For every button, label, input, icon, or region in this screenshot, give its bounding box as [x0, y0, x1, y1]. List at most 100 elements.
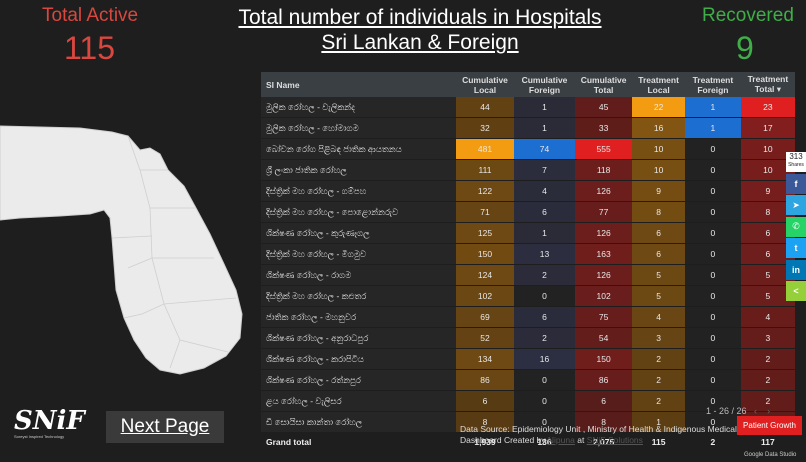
- value-cell: 71: [456, 201, 515, 223]
- recovered-value: 9: [736, 30, 754, 66]
- facebook-icon[interactable]: f: [786, 173, 806, 194]
- value-cell: 0: [685, 348, 741, 370]
- linkedin-icon[interactable]: in: [786, 259, 806, 280]
- value-cell: 6: [632, 222, 685, 244]
- value-cell: 0: [685, 369, 741, 391]
- value-cell: 5: [740, 285, 795, 307]
- snif-logo: SNiF Soreyst Inspired Technology: [14, 408, 85, 439]
- grand-total-value: 2,075: [575, 432, 633, 452]
- value-cell: 8: [575, 411, 633, 433]
- hospital-name-cell: දිස්ත්‍රික් මහ රෝහල - ගම්පහ: [261, 180, 456, 202]
- prev-page-icon[interactable]: ‹: [754, 406, 758, 416]
- value-cell: 2: [632, 390, 685, 412]
- value-cell: 9: [632, 180, 685, 202]
- hospital-name-cell: ළය රෝහල - වැලිසර: [261, 390, 456, 412]
- share-count-label: Shares: [788, 162, 804, 168]
- value-cell: 33: [575, 117, 633, 139]
- hospital-name-cell: ශික්ෂණ රෝහල - කුරුණෑගල: [261, 222, 456, 244]
- table-row: දිස්ත්‍රික් මහ රෝහල - මීගමුව 150 13 163 6 0 6: [261, 243, 795, 265]
- hospital-name-cell: දිස්ත්‍රික් මහ රෝහල - මීගමුව: [261, 243, 456, 265]
- value-cell: 0: [514, 390, 576, 412]
- patient-growth-button[interactable]: Patient Growth: [737, 416, 802, 435]
- value-cell: 0: [514, 411, 576, 433]
- hospital-name-cell: ශික්ෂණ රෝහල - කරාපිටිය: [261, 348, 456, 370]
- next-page-icon[interactable]: ›: [767, 406, 771, 416]
- value-cell: 10: [632, 159, 685, 181]
- value-cell: 86: [456, 369, 515, 391]
- value-cell: 150: [575, 348, 633, 370]
- telegram-icon[interactable]: ➤: [786, 195, 806, 215]
- table-row: දිස්ත්‍රික් මහ රෝහල - ගම්පහ 122 4 126 9 0 9: [261, 180, 795, 202]
- value-cell: 2: [632, 369, 685, 391]
- value-cell: 0: [514, 369, 576, 391]
- total-active-value: 115: [64, 30, 116, 66]
- grand-total-row: Grand total 1,939 136 2,075 115 2 117: [261, 432, 795, 452]
- value-cell: 4: [632, 306, 685, 328]
- company-link[interactable]: SNiF Solutions: [586, 435, 643, 445]
- value-cell: 3: [740, 327, 795, 349]
- value-cell: 16: [632, 117, 685, 139]
- value-cell: 86: [575, 369, 633, 391]
- column-header: Cumulative Local: [456, 72, 515, 97]
- value-cell: 2: [740, 369, 795, 391]
- value-cell: 6: [514, 201, 576, 223]
- value-cell: 8: [632, 201, 685, 223]
- table-row: දිස්ත්‍රික් මහ රෝහල - පොළොන්නරුව 71 6 77 8 0 8: [261, 201, 795, 223]
- value-cell: 111: [456, 159, 515, 181]
- value-cell: 126: [575, 222, 633, 244]
- value-cell: 6: [514, 306, 576, 328]
- table-row: ළය රෝහල - වැලිසර 6 0 6 2 0 2: [261, 390, 795, 412]
- grand-total-value: 115: [632, 432, 685, 452]
- share-icon[interactable]: <: [786, 281, 806, 301]
- table-row: දිස්ත්‍රික් මහ රෝහල - කළුතර 102 0 102 5 0 5: [261, 285, 795, 307]
- value-cell: 9: [740, 180, 795, 202]
- hospital-name-cell: ශික්ෂණ රෝහල - රත්නපුර: [261, 369, 456, 391]
- value-cell: 0: [685, 159, 741, 181]
- value-cell: 10: [740, 138, 795, 160]
- value-cell: 13: [514, 243, 576, 265]
- value-cell: 5: [632, 285, 685, 307]
- value-cell: 8: [456, 411, 515, 433]
- value-cell: 102: [575, 285, 633, 307]
- grand-total-value: 136: [514, 432, 576, 452]
- value-cell: 134: [456, 348, 515, 370]
- hospital-name-cell: ඩී සොයිසා කාන්තා රෝහල: [261, 411, 456, 433]
- twitter-icon[interactable]: t: [786, 238, 806, 258]
- value-cell: 6: [740, 243, 795, 265]
- column-header: SI Name: [261, 72, 456, 97]
- table-row: ශික්ෂණ රෝහල - කුරුණෑගල 125 1 126 6 0 6: [261, 222, 795, 244]
- share-count-value: 313: [789, 152, 803, 161]
- value-cell: 1: [685, 97, 741, 118]
- author-link[interactable]: Nipuna: [547, 435, 575, 445]
- value-cell: 126: [575, 180, 633, 202]
- value-cell: 122: [456, 180, 515, 202]
- page-subtitle: Sri Lankan & Foreign: [321, 31, 519, 54]
- column-header: Cumulative Foreign: [514, 72, 576, 97]
- hospital-table: SI Name Cumulative Local Cumulative Foreig…: [261, 72, 795, 452]
- table-header-row: SI Name Cumulative Local Cumulative Foreig…: [261, 72, 795, 97]
- value-cell: 1: [514, 117, 576, 139]
- logo-text: SNiF: [14, 406, 85, 436]
- total-active-label: Total Active: [42, 5, 139, 26]
- value-cell: 555: [575, 138, 633, 160]
- value-cell: 22: [632, 97, 685, 118]
- value-cell: 45: [575, 97, 633, 118]
- value-cell: 69: [456, 306, 515, 328]
- pagination-text: 1 - 26 / 26: [706, 406, 747, 416]
- value-cell: 2: [740, 348, 795, 370]
- value-cell: 0: [685, 390, 741, 412]
- value-cell: 125: [456, 222, 515, 244]
- next-page-button[interactable]: Next Page: [106, 411, 224, 443]
- value-cell: 0: [685, 201, 741, 223]
- whatsapp-icon[interactable]: ✆: [786, 216, 806, 237]
- column-header[interactable]: Treatment Total ▾: [740, 72, 795, 97]
- dashboard-credit: Dashboard Created by Nipuna at SNiF Solu…: [460, 435, 643, 445]
- table-row: මුලික රෝහල - හෝමාගම 32 1 33 16 1 17: [261, 117, 795, 139]
- table-row: බෝවන රෝග පිළිබඳ ජාතික ආයතනය 481 74 555 10 0 10: [261, 138, 795, 160]
- value-cell: 6: [632, 243, 685, 265]
- value-cell: 4: [740, 306, 795, 328]
- value-cell: 1: [685, 117, 741, 139]
- value-cell: 8: [740, 201, 795, 223]
- data-source-text: Data Source: Epidemiology Unit , Ministr…: [460, 424, 737, 434]
- hospital-name-cell: මුලික රෝහල - වැලිකන්ද: [261, 97, 456, 118]
